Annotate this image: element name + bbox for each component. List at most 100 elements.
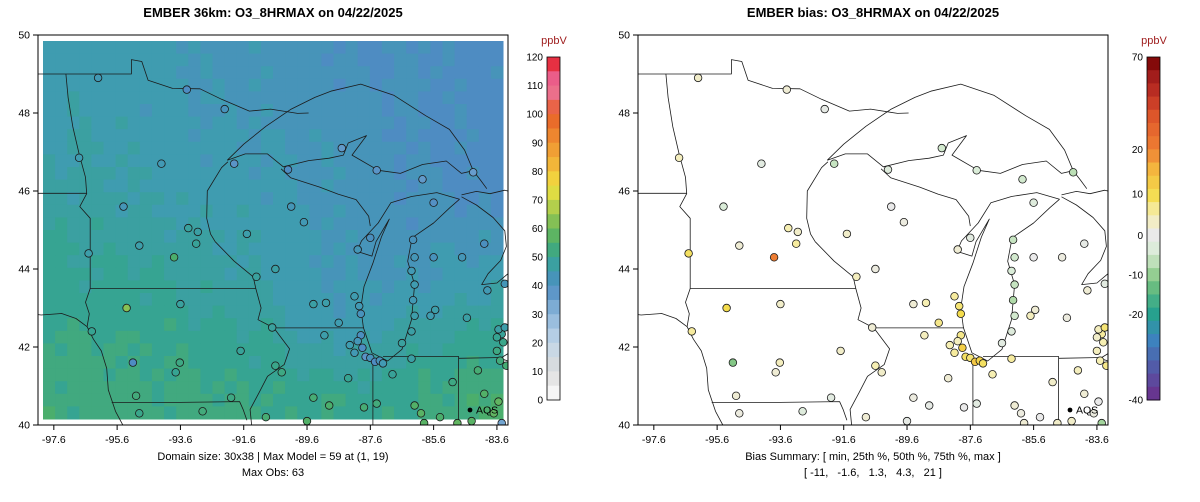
- map-outlines-group: [638, 59, 1132, 425]
- station-dot: [871, 361, 880, 370]
- x-tick-label: -85.6: [1022, 434, 1046, 446]
- station-dot: [972, 166, 981, 175]
- aqs-legend-dot: [467, 407, 473, 413]
- station-dot: [469, 168, 478, 177]
- border-mn-west-outline: [65, 73, 91, 289]
- colorbar-tick-label: 40: [532, 281, 544, 292]
- aqs-legend-label: AQS: [476, 405, 498, 417]
- station-dot: [978, 359, 988, 368]
- plot-frame: [637, 34, 1109, 426]
- station-dot: [229, 159, 239, 168]
- station-dots-group: [674, 73, 1108, 425]
- station-dot: [483, 286, 492, 295]
- station-dot: [182, 85, 191, 94]
- station-dot: [684, 249, 693, 258]
- station-dot: [1062, 313, 1072, 322]
- aqs-legend-dot: [1067, 407, 1073, 413]
- station-dot: [757, 159, 766, 168]
- station-dot: [345, 340, 354, 350]
- station-dot: [877, 368, 886, 377]
- lake-erie-north-shore-outline: [501, 353, 508, 358]
- station-dot: [220, 104, 229, 114]
- station-dot: [937, 143, 946, 153]
- colorbar-tick-label: 20: [1132, 145, 1144, 156]
- station-dot: [467, 416, 476, 425]
- lake-huron-west-shore-outline: [461, 196, 508, 285]
- colorbar-tick-label: -10: [1129, 270, 1144, 281]
- station-dot: [836, 346, 845, 356]
- station-dot: [407, 266, 416, 276]
- river-missouri-outline: [85, 288, 124, 425]
- station-dot: [950, 292, 959, 301]
- station-dot: [1010, 280, 1019, 289]
- station-dots-group: [74, 73, 508, 425]
- station-dot: [921, 298, 931, 308]
- border-mn-west-outline: [665, 73, 691, 289]
- station-dot: [410, 311, 419, 320]
- station-dot: [429, 253, 438, 262]
- station-dot: [252, 272, 261, 281]
- station-dot: [366, 233, 375, 242]
- station-dot: [1100, 323, 1108, 332]
- station-dot: [499, 338, 508, 347]
- station-dot: [1031, 305, 1040, 315]
- station-dot: [950, 348, 959, 357]
- station-dot: [687, 327, 696, 336]
- station-dot: [169, 253, 179, 262]
- station-dot: [419, 418, 429, 425]
- station-dot: [899, 217, 909, 227]
- station-dot: [719, 202, 728, 211]
- x-tick-label: -89.6: [295, 434, 319, 446]
- station-dot: [1008, 235, 1018, 244]
- station-dot: [776, 299, 785, 309]
- x-tick-label: -89.6: [895, 434, 919, 446]
- station-dot: [852, 272, 861, 281]
- station-dot: [407, 354, 416, 363]
- station-dot: [358, 343, 367, 352]
- station-dot: [87, 327, 96, 336]
- station-dot: [502, 361, 508, 370]
- station-dot: [861, 413, 871, 422]
- border-mn-wi-outline: [206, 161, 229, 242]
- station-dot: [494, 397, 503, 406]
- station-dot: [1016, 409, 1026, 418]
- station-dot: [956, 309, 965, 318]
- station-dot: [735, 409, 744, 418]
- x-tick-label: -83.6: [1085, 434, 1109, 446]
- y-tick-label: 46: [18, 186, 30, 198]
- station-dot: [953, 245, 962, 254]
- station-dot: [728, 358, 738, 367]
- station-dot: [722, 303, 731, 313]
- station-dot: [410, 253, 419, 262]
- station-dot: [1035, 413, 1045, 422]
- station-dot: [1007, 354, 1016, 363]
- y-tick-label: 48: [618, 108, 630, 120]
- x-tick-label: -93.6: [168, 434, 192, 446]
- station-dot: [972, 399, 981, 408]
- station-dot: [299, 217, 309, 227]
- station-dot: [1018, 175, 1027, 184]
- station-dot: [988, 370, 997, 379]
- station-dot: [1010, 311, 1019, 320]
- station-dot: [309, 393, 318, 402]
- station-dot: [934, 318, 943, 327]
- station-dot: [1029, 198, 1038, 207]
- station-dot: [871, 264, 880, 274]
- station-dot: [798, 407, 807, 416]
- station-dot: [953, 337, 962, 346]
- y-tick-label: 44: [618, 264, 630, 276]
- station-dot: [302, 416, 312, 425]
- station-dot: [350, 348, 359, 357]
- lake-superior-outline: [827, 83, 1074, 174]
- station-dot: [1097, 418, 1106, 425]
- station-dot: [353, 245, 362, 254]
- station-dot: [489, 409, 498, 418]
- station-dot: [735, 241, 744, 250]
- station-dot: [410, 401, 419, 410]
- station-dot: [775, 358, 784, 367]
- station-dot: [959, 403, 969, 412]
- lake-superior-outline: [227, 83, 474, 174]
- lake-stclair-outline: [1113, 324, 1132, 346]
- river-missouri-outline: [685, 288, 724, 425]
- bias-panel: EMBER bias: O3_8HRMAX on 04/22/2025 ppbV…: [600, 0, 1200, 502]
